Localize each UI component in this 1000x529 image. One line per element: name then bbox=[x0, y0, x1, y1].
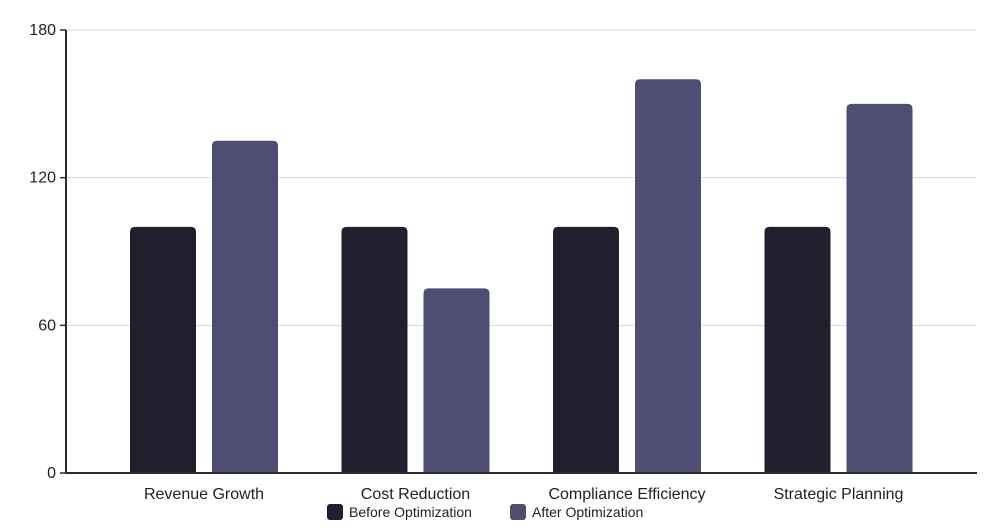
x-tick-labels: Revenue Growth Cost Reduction Compliance E… bbox=[144, 486, 903, 503]
y-tick-label: 60 bbox=[38, 317, 56, 334]
legend-swatch-before bbox=[327, 504, 343, 520]
bars bbox=[130, 79, 913, 473]
x-tick-label: Revenue Growth bbox=[144, 486, 264, 503]
y-tick-labels: 0 60 120 180 bbox=[29, 22, 66, 482]
y-tick-label: 120 bbox=[29, 170, 56, 187]
legend-label-before: Before Optimization bbox=[349, 504, 472, 520]
bar-before-revenue-growth[interactable] bbox=[130, 226, 196, 473]
bar-before-strategic-planning[interactable] bbox=[764, 226, 831, 473]
x-tick-label: Strategic Planning bbox=[774, 486, 904, 503]
legend-label-after: After Optimization bbox=[532, 504, 643, 520]
bar-after-revenue-growth[interactable] bbox=[212, 140, 278, 473]
bar-after-compliance-efficiency[interactable] bbox=[635, 79, 701, 473]
bar-before-compliance-efficiency[interactable] bbox=[553, 226, 619, 473]
y-tick-label: 180 bbox=[29, 22, 56, 39]
y-tick-label: 0 bbox=[47, 465, 56, 482]
x-tick-label: Compliance Efficiency bbox=[548, 486, 705, 503]
legend: Before Optimization After Optimization bbox=[327, 504, 643, 520]
bar-after-cost-reduction[interactable] bbox=[423, 288, 490, 473]
bar-after-strategic-planning[interactable] bbox=[846, 103, 913, 473]
x-tick-label: Cost Reduction bbox=[361, 486, 470, 503]
legend-swatch-after bbox=[510, 504, 526, 520]
gridlines bbox=[66, 29, 977, 326]
axes bbox=[65, 30, 977, 474]
bar-before-cost-reduction[interactable] bbox=[341, 226, 408, 473]
